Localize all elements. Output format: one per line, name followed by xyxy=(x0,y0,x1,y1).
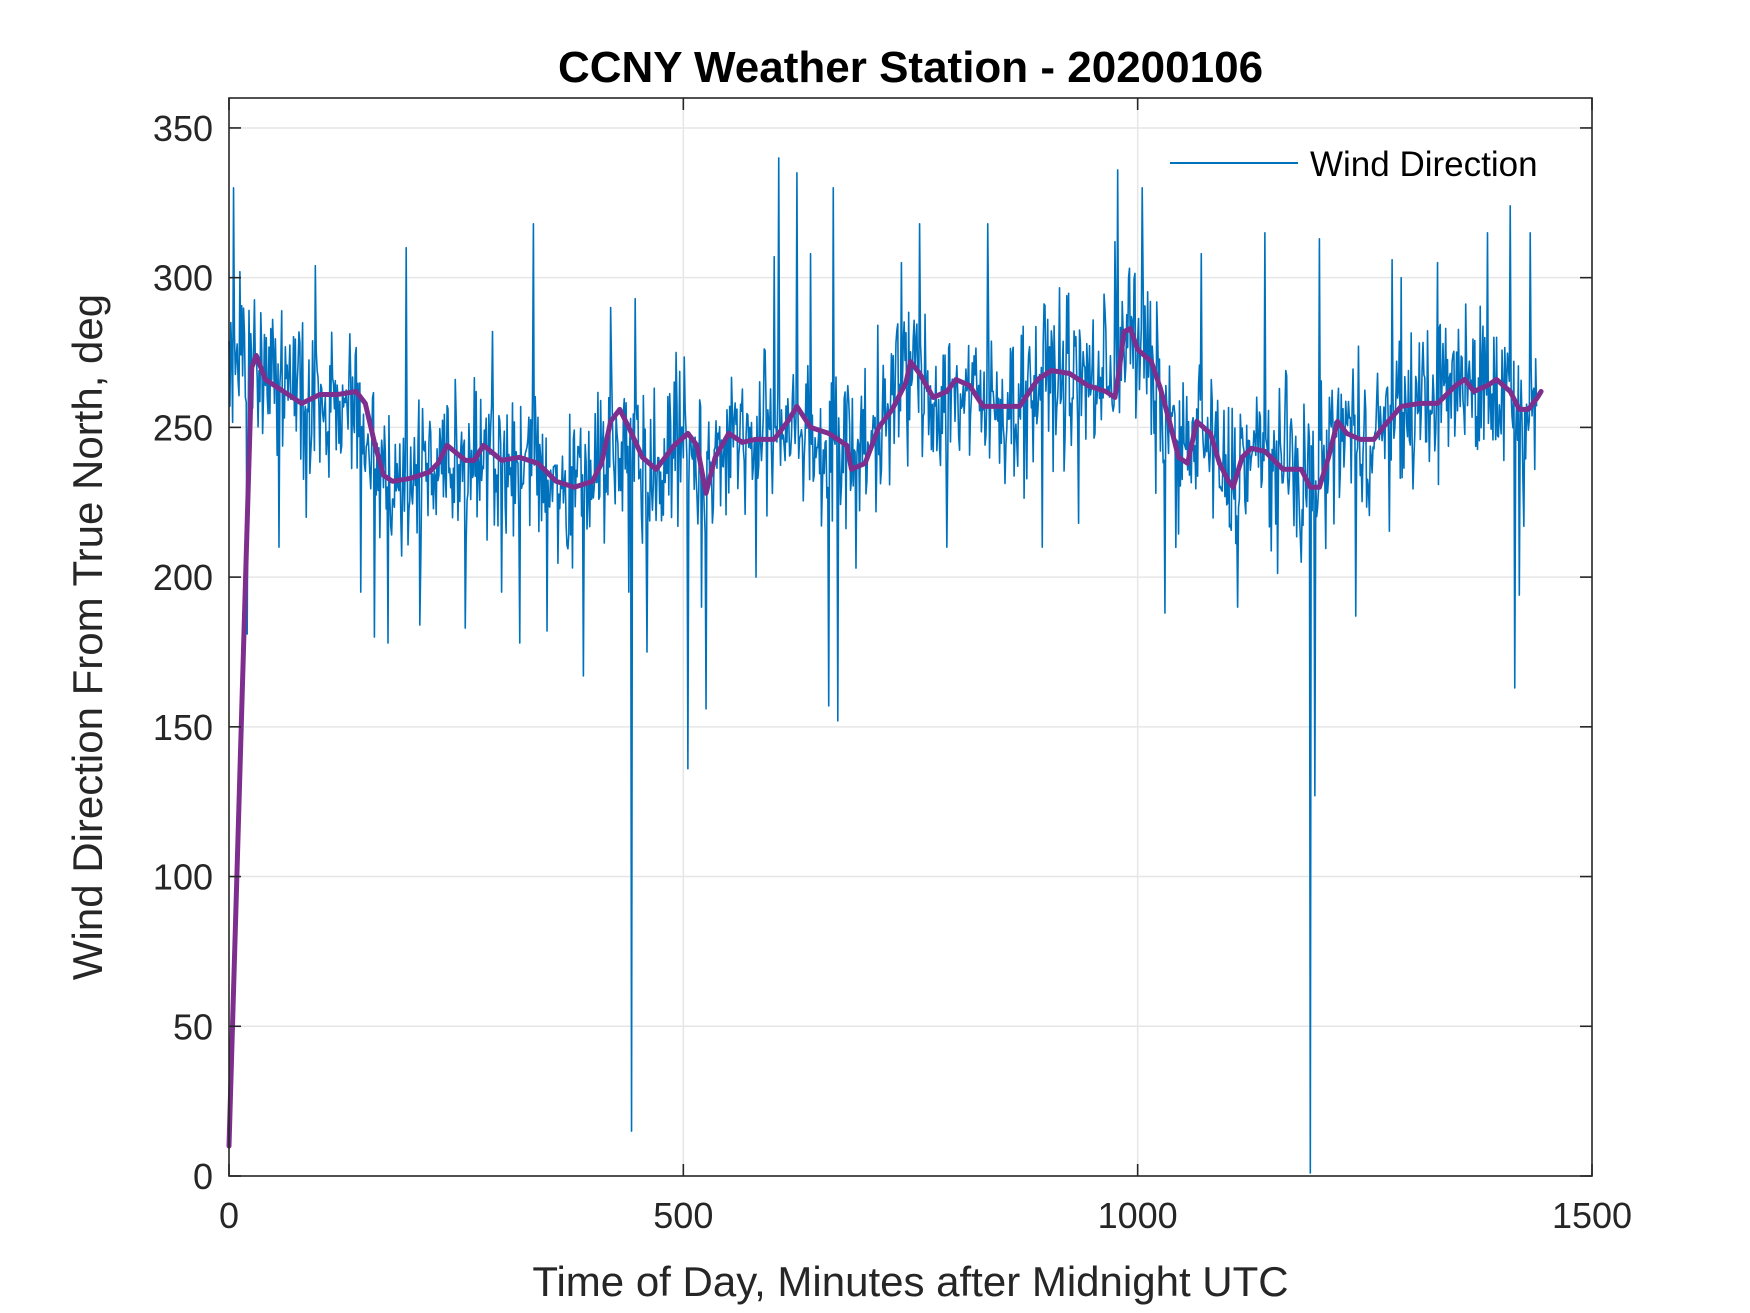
series-layer xyxy=(226,157,1544,1174)
plot-frame xyxy=(228,97,1593,1177)
ticks xyxy=(228,98,1593,1177)
y-tick-label: 250 xyxy=(153,407,213,448)
legend-box xyxy=(1160,138,1560,192)
x-tick-label: 0 xyxy=(219,1195,239,1236)
x-tick-label: 1500 xyxy=(1552,1195,1632,1236)
series-line-moving-average xyxy=(226,326,1544,1149)
y-tick-label: 200 xyxy=(153,557,213,598)
series-line-wind-direction xyxy=(228,157,1538,1174)
x-axis-label: Time of Day, Minutes after Midnight UTC xyxy=(532,1258,1288,1305)
chart-title: CCNY Weather Station - 20200106 xyxy=(558,43,1263,92)
x-tick-label: 500 xyxy=(653,1195,713,1236)
y-tick-label: 0 xyxy=(193,1156,213,1197)
y-tick-label: 150 xyxy=(153,707,213,748)
plot-area xyxy=(229,98,1592,1176)
grid xyxy=(229,98,1592,1176)
tick-labels: 0 500 1000 1500 0 50 100 150 200 250 300 350 xyxy=(153,108,1632,1236)
y-tick-label: 100 xyxy=(153,857,213,898)
legend: Wind Direction xyxy=(1160,138,1560,192)
y-axis-label: Wind Direction From True North, deg xyxy=(64,294,111,980)
x-tick-label: 1000 xyxy=(1098,1195,1178,1236)
legend-entry-wind-direction: Wind Direction xyxy=(1310,145,1538,184)
y-tick-label: 300 xyxy=(153,258,213,299)
y-tick-label: 50 xyxy=(173,1006,213,1047)
y-tick-label: 350 xyxy=(153,108,213,149)
